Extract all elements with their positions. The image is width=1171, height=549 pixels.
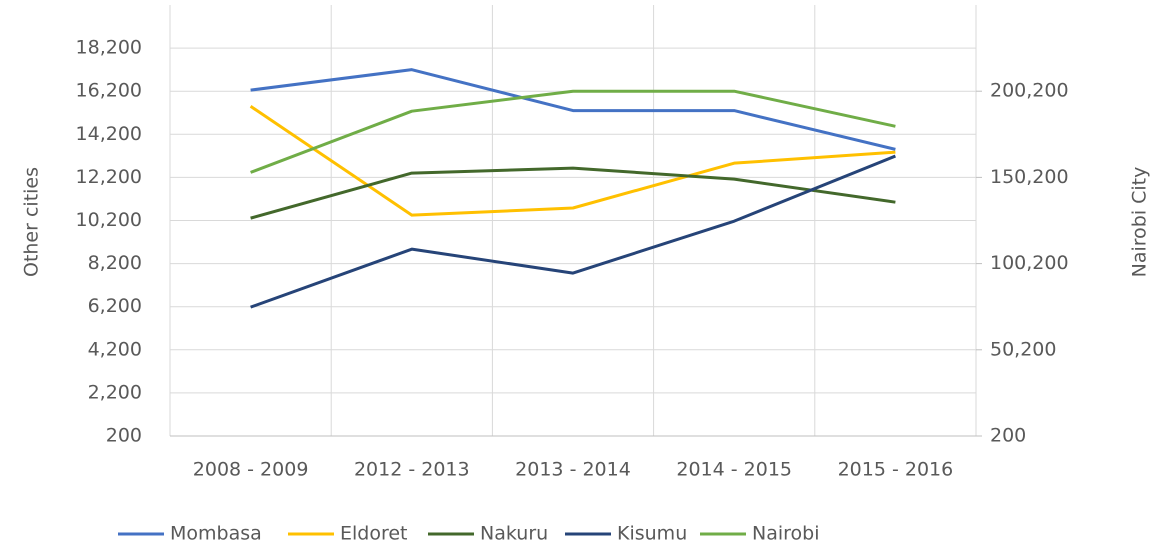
series-line: [250, 68, 896, 151]
y-tick-label: 16,200: [76, 80, 142, 102]
legend-label: Mombasa: [170, 523, 262, 545]
y2-tick-label: 150,200: [990, 166, 1069, 188]
y-tick-label: 6,200: [88, 295, 142, 317]
legend-label: Eldoret: [340, 523, 408, 545]
y-tick-label: 200: [106, 425, 142, 447]
x-tick-label: 2012 - 2013: [354, 459, 470, 481]
series-line: [250, 89, 896, 174]
x-tick-label: 2015 - 2016: [838, 459, 954, 481]
x-tick-label: 2008 - 2009: [193, 459, 309, 481]
x-tick-label: 2013 - 2014: [515, 459, 631, 481]
y-axis-title: Other cities: [21, 167, 43, 277]
legend-label: Kisumu: [617, 523, 687, 545]
x-tick-label: 2014 - 2015: [676, 459, 792, 481]
y-tick-label: 8,200: [88, 252, 142, 274]
y-tick-label: 12,200: [76, 166, 142, 188]
series-line: [250, 154, 896, 309]
y2-tick-label: 100,200: [990, 252, 1069, 274]
y-tick-label: 2,200: [88, 381, 142, 403]
y2-tick-label: 200,200: [990, 80, 1069, 102]
y-tick-label: 14,200: [76, 123, 142, 145]
series-line: [250, 166, 896, 220]
legend-label: Nakuru: [480, 523, 548, 545]
y2-tick-label: 50,200: [990, 338, 1056, 360]
y-tick-label: 10,200: [76, 209, 142, 231]
y-tick-label: 4,200: [88, 338, 142, 360]
y-tick-label: 18,200: [76, 37, 142, 59]
y2-axis-title: Nairobi City: [1129, 167, 1151, 278]
legend-label: Nairobi: [752, 523, 820, 545]
series-line: [249, 105, 896, 217]
y2-tick-label: 200: [990, 425, 1026, 447]
